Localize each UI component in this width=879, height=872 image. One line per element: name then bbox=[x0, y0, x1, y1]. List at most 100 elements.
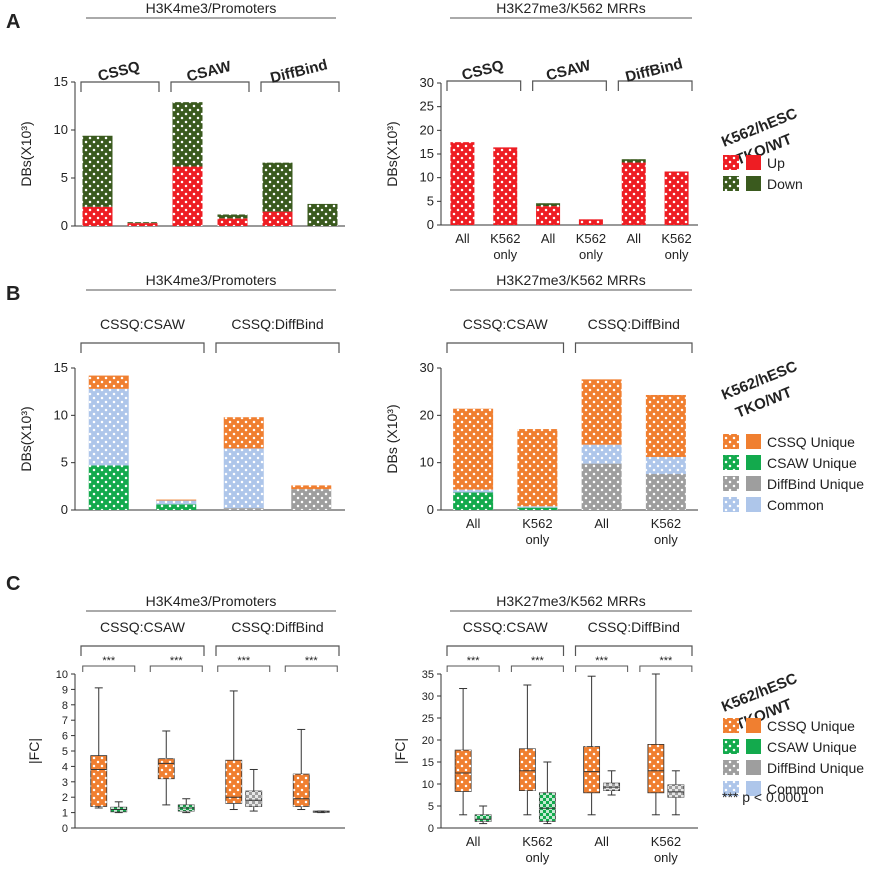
x-category-label: K562 bbox=[661, 231, 691, 246]
significance-label: *** bbox=[531, 655, 545, 667]
y-axis-label: DBs(X10³) bbox=[18, 121, 34, 186]
legend-swatch-solid bbox=[746, 176, 761, 191]
x-category-label: K562 bbox=[651, 834, 681, 849]
group-label: CSAW bbox=[185, 58, 234, 86]
bar-segment-pattern bbox=[156, 504, 197, 510]
legend-swatch-solid bbox=[746, 455, 761, 470]
legend-swatch-pattern bbox=[723, 455, 739, 470]
x-category-label: K562 bbox=[522, 516, 552, 531]
y-tick-label: 0 bbox=[61, 218, 68, 233]
legend-item-label: Down bbox=[767, 176, 803, 192]
significance-bracket bbox=[217, 665, 271, 672]
significance-bracket bbox=[446, 665, 500, 672]
panel-c2: H3K27me3/K562 MRRs 0 5 10 15 20 25 30 35 |FC| CSSQ… bbox=[392, 593, 698, 865]
group-bracket bbox=[80, 645, 205, 656]
y-tick-label: 8 bbox=[62, 700, 68, 712]
x-category-label: All bbox=[541, 231, 556, 246]
y-tick-label: 25 bbox=[422, 713, 434, 725]
bar-segment-pattern bbox=[621, 159, 646, 163]
significance-bracket bbox=[82, 665, 136, 672]
group-label: CSSQ:DiffBind bbox=[588, 316, 680, 332]
group-label: CSSQ:DiffBind bbox=[588, 619, 680, 635]
group-label: CSSQ:DiffBind bbox=[231, 619, 323, 635]
y-tick-label: 25 bbox=[420, 99, 434, 114]
box-pattern bbox=[583, 746, 600, 793]
significance-bracket bbox=[575, 665, 629, 672]
legend-swatch-pattern bbox=[723, 176, 739, 191]
x-category-label: only bbox=[525, 850, 549, 865]
legend-swatch-solid bbox=[746, 497, 761, 512]
significance-label: *** bbox=[237, 655, 251, 667]
y-tick-label: 1 bbox=[62, 808, 68, 820]
box-pattern bbox=[647, 744, 664, 793]
y-tick-label: 9 bbox=[62, 684, 68, 696]
bar-segment-pattern bbox=[453, 492, 494, 510]
group-bracket bbox=[532, 80, 607, 91]
significance-bracket bbox=[149, 665, 203, 672]
box-pattern bbox=[539, 792, 556, 822]
bar-segment-pattern bbox=[581, 379, 622, 445]
box-pattern bbox=[225, 760, 242, 804]
group-label: CSSQ:CSAW bbox=[100, 316, 186, 332]
x-category-label: All bbox=[627, 231, 642, 246]
y-tick-label: 7 bbox=[62, 715, 68, 727]
x-category-label: All bbox=[594, 834, 609, 849]
bar-segment-pattern bbox=[645, 456, 686, 475]
panel-c1: C H3K4me3/Promoters 0 1 2 3 4 5 6 7 8 9 10 |FC| CSSQ:C… bbox=[6, 573, 345, 835]
y-axis-label: DBs(X10³) bbox=[18, 406, 34, 471]
y-tick-label: 0 bbox=[428, 823, 434, 835]
legend-swatch-solid bbox=[746, 155, 761, 170]
x-category-label: only bbox=[654, 850, 678, 865]
y-tick-label: 5 bbox=[62, 746, 68, 758]
y-tick-label: 5 bbox=[428, 801, 434, 813]
group-bracket bbox=[215, 645, 340, 656]
panel-title: H3K27me3/K562 MRRs bbox=[496, 0, 645, 16]
bar-segment-pattern bbox=[172, 166, 203, 226]
y-tick-label: 10 bbox=[54, 122, 68, 137]
bar-segment-pattern bbox=[88, 465, 129, 510]
group-bracket bbox=[80, 81, 160, 92]
x-category-label: All bbox=[594, 516, 609, 531]
y-tick-label: 10 bbox=[56, 669, 68, 681]
legend-swatch-solid bbox=[746, 739, 761, 754]
legend-swatch-solid bbox=[746, 781, 761, 796]
x-category-label: All bbox=[466, 834, 481, 849]
group-bracket bbox=[574, 342, 693, 353]
bar-segment-pattern bbox=[645, 394, 686, 457]
y-tick-label: 0 bbox=[62, 823, 68, 835]
significance-label: *** bbox=[595, 655, 609, 667]
bar-segment-pattern bbox=[217, 214, 248, 219]
y-tick-label: 10 bbox=[420, 170, 434, 185]
x-category-label: only bbox=[665, 247, 689, 262]
x-category-label: K562 bbox=[522, 834, 552, 849]
legend-swatch-pattern bbox=[723, 497, 739, 512]
bar-segment-pattern bbox=[621, 162, 646, 225]
bar-segment-pattern bbox=[517, 506, 558, 508]
group-label: CSSQ bbox=[460, 57, 506, 84]
y-axis-label: |FC| bbox=[392, 738, 408, 764]
panel-title: H3K4me3/Promoters bbox=[146, 272, 277, 288]
y-tick-label: 30 bbox=[420, 360, 434, 375]
legend-swatch-pattern bbox=[723, 718, 739, 733]
panel-letter: C bbox=[6, 573, 20, 595]
legend-swatch-pattern bbox=[723, 476, 739, 491]
bar-segment-pattern bbox=[517, 507, 558, 510]
legend-item-label: CSSQ Unique bbox=[767, 718, 855, 734]
y-axis-label: |FC| bbox=[26, 738, 42, 764]
y-tick-label: 3 bbox=[62, 777, 68, 789]
legend-swatch-solid bbox=[746, 760, 761, 775]
bar-segment-pattern bbox=[664, 171, 689, 225]
group-bracket bbox=[170, 81, 250, 92]
legend-swatch-solid bbox=[746, 434, 761, 449]
significance-label: *** bbox=[305, 655, 319, 667]
bar-segment-pattern bbox=[223, 448, 264, 509]
significance-bracket bbox=[284, 665, 338, 672]
x-category-label: K562 bbox=[576, 231, 606, 246]
y-axis-label: DBs(X10³) bbox=[384, 121, 400, 186]
x-category-label: only bbox=[579, 247, 603, 262]
legend-swatch-pattern bbox=[723, 434, 739, 449]
